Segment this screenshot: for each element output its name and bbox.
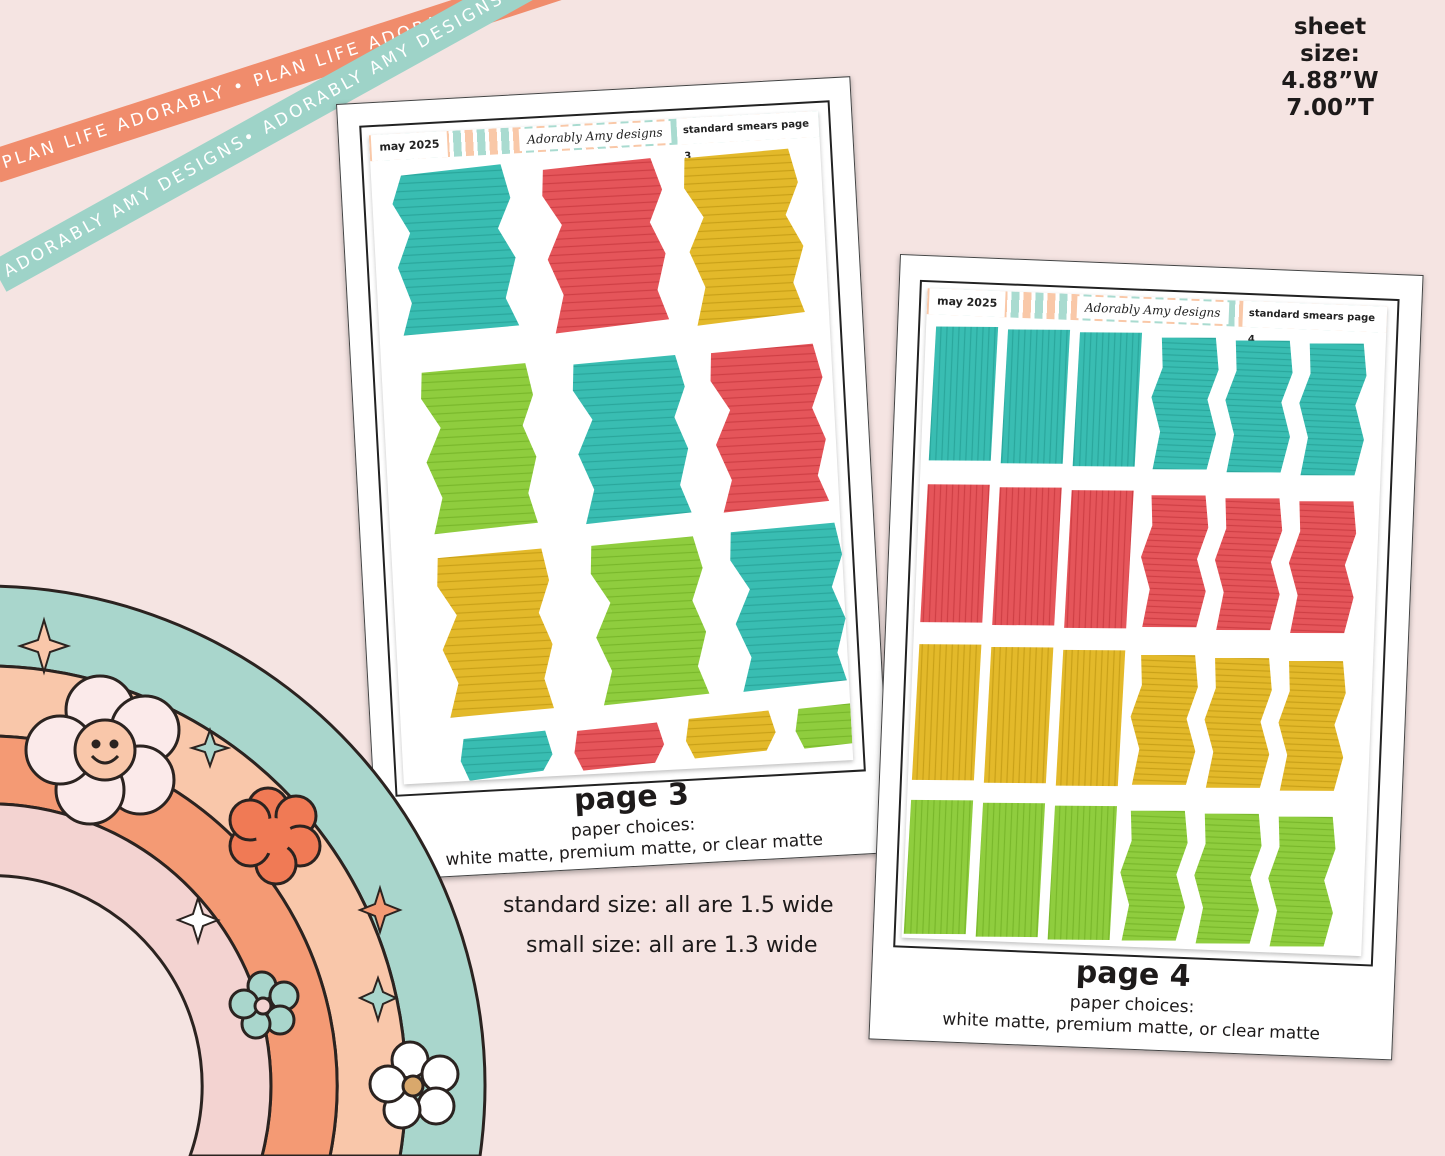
smear-teal-tall-1 xyxy=(928,326,999,461)
white-flower-icon xyxy=(368,1040,460,1130)
smear-teal-2 xyxy=(572,355,692,525)
smear-yellow-tall-3 xyxy=(1055,649,1126,787)
smear-green-tall-2 xyxy=(975,802,1046,938)
standard-size-note: standard size: all are 1.5 wide xyxy=(503,893,834,918)
smear-red-tall-3 xyxy=(1064,490,1134,629)
smear-green-stack-2 xyxy=(1194,813,1262,944)
sparkle-icon xyxy=(188,727,232,769)
smear-teal-3 xyxy=(730,522,847,692)
page-4-card: may 2025 Adorably Amy designs standard s… xyxy=(868,254,1424,1061)
smear-red-1 xyxy=(542,158,670,334)
smear-red-tall-1 xyxy=(920,484,990,623)
mint-flower-icon xyxy=(228,970,300,1040)
smear-teal-stack-1 xyxy=(1151,337,1219,470)
page-3-card: may 2025 Adorably Amy designs standard s… xyxy=(336,76,893,881)
smear-green-stack-3 xyxy=(1268,816,1336,947)
page-4-title: standard smears page 4 xyxy=(1242,300,1388,345)
smear-yellow-tall-1 xyxy=(911,644,982,781)
sheet-size-info: sheet size: 4.88”W 7.00”T xyxy=(1270,14,1390,122)
smear-teal-tall-2 xyxy=(1000,329,1071,464)
sparkle-icon xyxy=(175,894,221,946)
smiley-flower-icon xyxy=(24,674,181,826)
smear-red-stack-1 xyxy=(1141,495,1209,628)
page-4-month: may 2025 xyxy=(928,288,1006,318)
page-3-sheet: may 2025 Adorably Amy designs standard s… xyxy=(368,110,854,785)
smear-green-small xyxy=(795,700,854,749)
smear-red-2 xyxy=(710,343,830,513)
smear-teal-stack-2 xyxy=(1225,340,1293,473)
smear-red-stack-3 xyxy=(1288,501,1357,634)
smear-yellow-small xyxy=(685,710,776,759)
sparkle-icon xyxy=(16,616,72,676)
smear-red-small xyxy=(574,722,665,771)
smear-red-stack-2 xyxy=(1214,498,1283,631)
page-3-smears xyxy=(392,148,854,781)
smear-green-tall-1 xyxy=(903,799,974,935)
rainbow-decoration xyxy=(0,584,487,1156)
smear-yellow-1 xyxy=(684,148,805,326)
small-size-note: small size: all are 1.3 wide xyxy=(526,933,818,958)
smear-teal-small xyxy=(460,730,553,781)
smear-green-2 xyxy=(590,536,710,706)
page-3-month: may 2025 xyxy=(370,131,449,162)
sheet-size-width: 4.88”W xyxy=(1281,68,1379,94)
smear-green-1 xyxy=(421,363,538,535)
sheet-size-label: sheet size: xyxy=(1293,14,1367,67)
smear-teal-tall-3 xyxy=(1072,332,1143,467)
sheet-size-height: 7.00”T xyxy=(1286,95,1374,121)
smear-red-tall-2 xyxy=(992,487,1062,626)
smear-teal-1 xyxy=(392,164,520,336)
smear-yellow-stack-3 xyxy=(1278,660,1346,791)
smear-yellow-stack-1 xyxy=(1130,654,1198,785)
smear-green-tall-3 xyxy=(1047,805,1118,940)
sparkle-icon xyxy=(357,884,403,936)
page-4-smears xyxy=(903,326,1367,947)
orange-flower-icon xyxy=(228,786,322,886)
sparkle-icon xyxy=(357,975,399,1024)
smear-green-stack-1 xyxy=(1120,810,1188,941)
smear-yellow-tall-2 xyxy=(983,646,1054,784)
page-4-sheet: may 2025 Adorably Amy designs standard s… xyxy=(901,288,1388,957)
smear-yellow-stack-2 xyxy=(1204,657,1272,788)
smear-teal-stack-3 xyxy=(1299,343,1367,476)
smear-yellow-2 xyxy=(437,548,554,718)
